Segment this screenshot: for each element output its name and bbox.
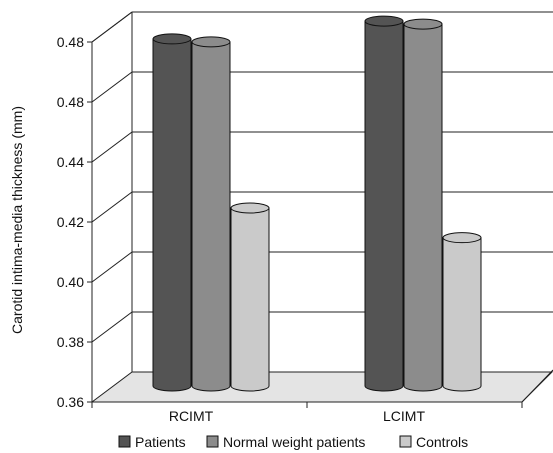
bar xyxy=(442,232,482,392)
bar-top xyxy=(442,232,482,244)
legend-label: Patients xyxy=(135,434,186,450)
bar xyxy=(403,18,443,392)
bar-top xyxy=(230,202,270,214)
bar-top xyxy=(364,15,404,27)
y-tick-label: 0.36 xyxy=(57,394,84,410)
bar-body xyxy=(152,38,192,392)
legend-swatch xyxy=(118,435,131,448)
gridline-depth xyxy=(91,251,133,283)
category-label: RCIMT xyxy=(169,408,214,424)
bar xyxy=(230,202,270,392)
legend-item: Controls xyxy=(399,434,468,450)
legend-label: Normal weight patients xyxy=(223,434,365,450)
y-tick-label: 0.44 xyxy=(57,154,84,170)
y-ticks: 0.36 0.38 0.40 0.42 0.44 0.48 0.48 xyxy=(57,34,92,410)
bar-top xyxy=(191,36,231,48)
legend-swatch xyxy=(206,435,219,448)
y-tick-label: 0.48 xyxy=(57,34,84,50)
floor-right-edge xyxy=(521,369,553,403)
bar xyxy=(191,36,231,392)
y-tick-label: 0.42 xyxy=(57,214,84,230)
bar-top xyxy=(403,18,443,30)
legend-item: Patients xyxy=(118,434,186,450)
legend-label: Controls xyxy=(416,434,468,450)
bar-body xyxy=(442,237,482,392)
category-label: LCIMT xyxy=(383,408,425,424)
bar-body xyxy=(364,20,404,392)
gridline-depth xyxy=(91,71,133,103)
legend-item: Normal weight patients xyxy=(206,434,365,450)
bar xyxy=(152,33,192,392)
bar-body xyxy=(191,41,231,392)
bar-body xyxy=(230,207,270,392)
legend-swatch xyxy=(399,435,412,448)
gridline-depth xyxy=(91,191,133,223)
bar xyxy=(364,15,404,392)
gridline-depth xyxy=(91,11,133,43)
x-axis: RCIMT LCIMT xyxy=(91,401,523,424)
y-axis-title: Carotid intima-media thickness (mm) xyxy=(9,106,25,334)
bar-top xyxy=(152,33,192,45)
y-tick-label: 0.40 xyxy=(57,274,84,290)
bars xyxy=(152,15,482,392)
y-tick-label: 0.48 xyxy=(57,94,84,110)
gridline-depth xyxy=(91,311,133,343)
y-tick-label: 0.38 xyxy=(57,334,84,350)
gridline-depth xyxy=(91,131,133,163)
bar-body xyxy=(403,23,443,392)
legend: Patients Normal weight patients Controls xyxy=(118,434,468,450)
